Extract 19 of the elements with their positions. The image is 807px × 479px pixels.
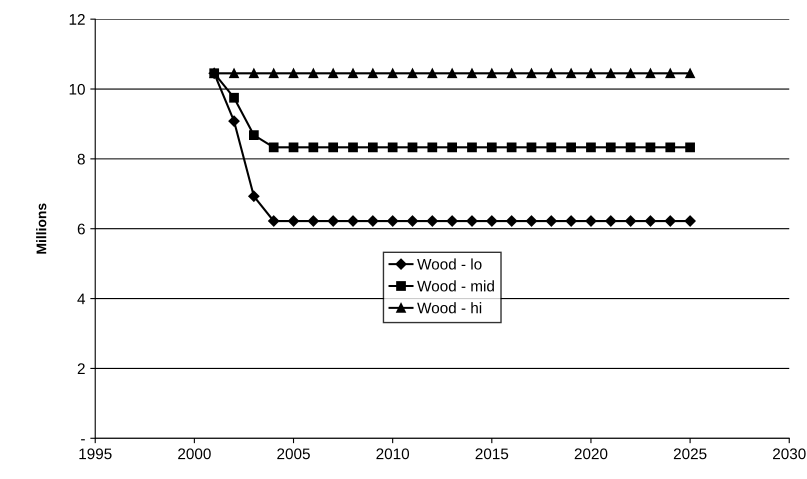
x-tick-label: 2010 — [376, 448, 410, 460]
x-tick-label: 1995 — [79, 448, 112, 460]
y-tick-label: 6 — [78, 224, 85, 234]
x-tick-label: 2030 — [773, 448, 806, 460]
x-tick-label: 2015 — [476, 448, 508, 460]
x-tick-label: 2000 — [178, 448, 211, 460]
legend-label: Wood - lo — [417, 258, 482, 270]
y-tick-label: 4 — [77, 294, 86, 304]
y-tick-label: 8 — [78, 154, 85, 165]
y-tick-label: 2 — [78, 363, 85, 374]
x-tick-label: 2020 — [574, 448, 608, 460]
y-axis-title: Millions — [36, 203, 46, 254]
x-tick-label: 2005 — [277, 448, 310, 460]
legend-label: Wood - mid — [417, 280, 494, 292]
y-tick-label: - — [81, 439, 85, 440]
legend-label: Wood - hi — [417, 302, 482, 314]
x-tick-label: 2025 — [674, 448, 706, 460]
y-tick-label: 12 — [70, 14, 85, 25]
y-tick-label: 10 — [70, 84, 85, 95]
